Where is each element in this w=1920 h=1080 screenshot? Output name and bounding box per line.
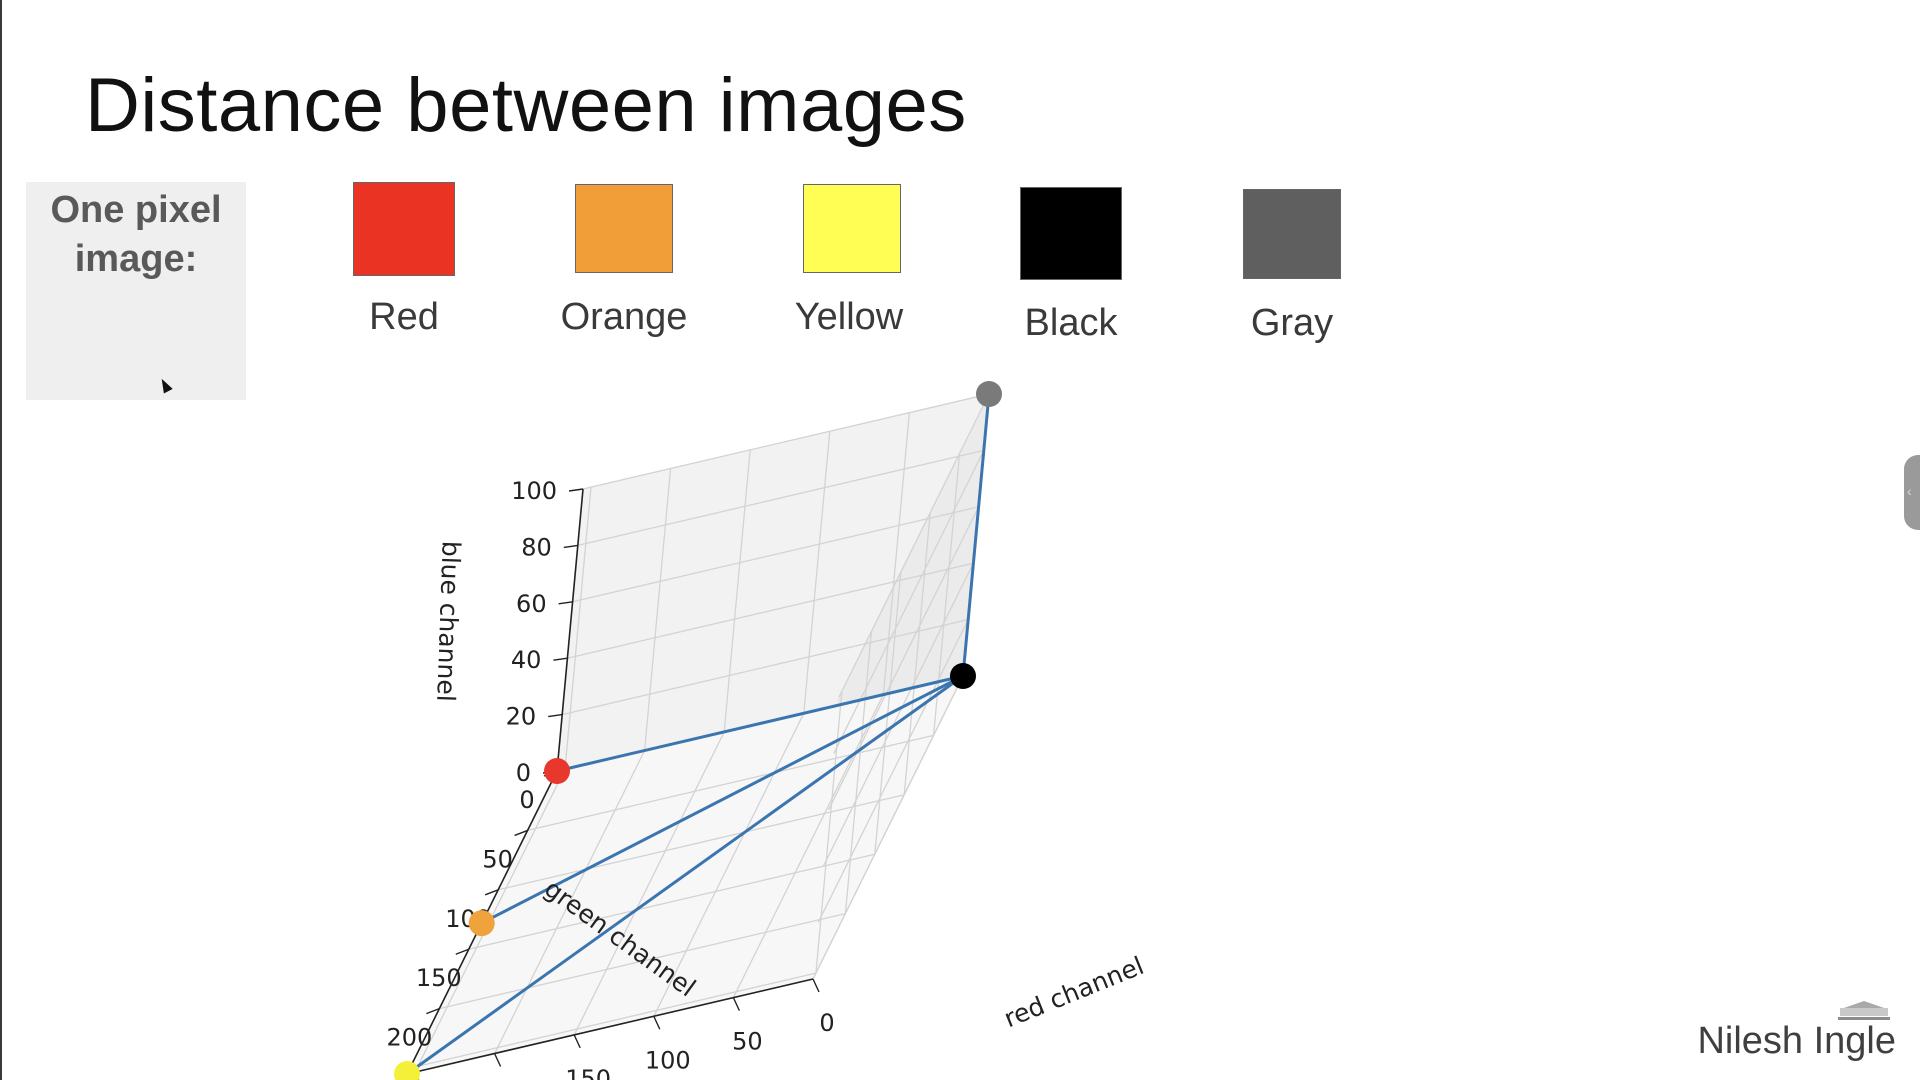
y-tick-mark (514, 829, 528, 837)
z-tick-mark (553, 657, 568, 661)
side-panel-toggle[interactable]: ‹ (1904, 455, 1920, 530)
point-black (950, 663, 976, 689)
x-tick-mark (653, 1015, 661, 1030)
point-gray (976, 381, 1002, 407)
chart-tick-labels: 0501001502002500501001502002500204060801… (386, 477, 834, 1080)
slide-title: Distance between images (85, 63, 967, 148)
x-tick-label: 150 (565, 1065, 611, 1080)
swatch-label-orange: Orange (560, 296, 688, 338)
x-tick-mark (573, 1034, 581, 1049)
y-tick-label: 200 (386, 1024, 432, 1052)
z-tick-label: 40 (511, 646, 542, 674)
window-left-edge (0, 0, 2, 1080)
x-tick-label: 0 (819, 1009, 834, 1037)
y-tick-label: 50 (482, 845, 513, 873)
distance-line (406, 674, 964, 1076)
z-tick-mark (568, 488, 584, 492)
y-tick-mark (455, 948, 470, 955)
z-tick-label: 0 (516, 759, 531, 787)
x-tick-label: 50 (732, 1028, 763, 1056)
chart-points (394, 381, 1002, 1080)
z-axis-label: blue channel (431, 540, 466, 702)
x-tick-mark (732, 997, 741, 1011)
z-tick-mark (548, 713, 563, 718)
z-tick-label: 80 (521, 533, 552, 561)
x-axis-line (406, 978, 814, 1075)
swatch-gray (1243, 189, 1341, 279)
swatch-label-black: Black (1024, 302, 1118, 344)
swatch-label-yellow: Yellow (794, 296, 904, 338)
y-tick-label: 0 (519, 786, 534, 814)
chart-distance-lines (406, 393, 991, 1076)
x-axis-label: red channel (1000, 951, 1148, 1033)
swatch-label-red: Red (369, 296, 439, 338)
z-tick-label: 20 (506, 703, 537, 731)
distance-line (556, 674, 964, 773)
z-tick-mark (563, 544, 578, 549)
pixel-image-label: One pixel image: (50, 189, 222, 280)
point-orange (468, 910, 495, 937)
z-tick-label: 60 (516, 590, 547, 618)
swatch-label-gray: Gray (1250, 302, 1334, 344)
distance-line (481, 674, 964, 925)
point-red (544, 758, 570, 784)
z-axis-line (556, 488, 584, 772)
swatch-orange (575, 184, 673, 273)
x-tick-label: 100 (645, 1046, 691, 1074)
y-tick-mark (426, 1007, 440, 1015)
swatch-black (1020, 187, 1122, 280)
z-tick-mark (558, 601, 573, 605)
y-tick-mark (484, 889, 499, 896)
distance-line (961, 393, 991, 677)
author-name: Nilesh Ingle (1697, 1020, 1896, 1062)
university-logo-icon (1838, 1001, 1890, 1020)
chevron-left-icon: ‹ (1907, 483, 1912, 499)
x-tick-mark (493, 1053, 502, 1067)
pixel-image-label-box: One pixel image: (26, 182, 246, 400)
swatch-yellow (803, 184, 901, 273)
swatch-red (353, 182, 455, 276)
y-tick-label: 150 (416, 964, 462, 992)
z-tick-label: 100 (511, 477, 557, 505)
point-yellow (394, 1061, 420, 1080)
x-tick-mark (812, 978, 820, 993)
